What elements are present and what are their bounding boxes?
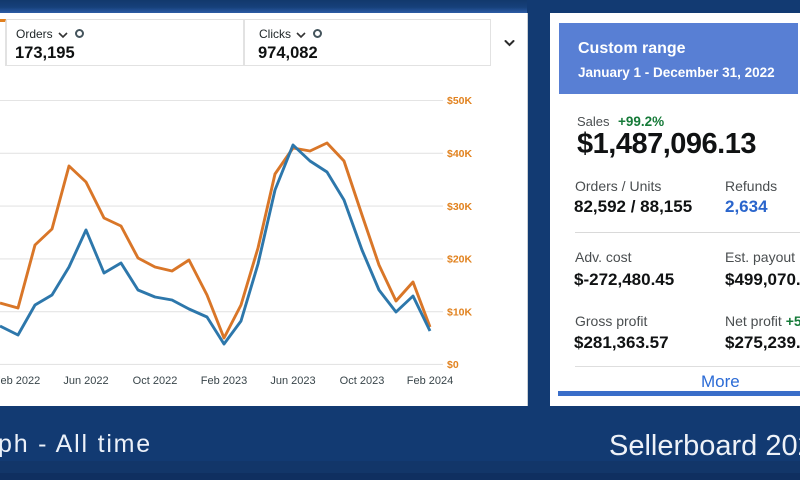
svg-text:Oct 2023: Oct 2023 xyxy=(340,375,385,387)
svg-text:Feb 2022: Feb 2022 xyxy=(0,375,40,387)
svg-text:$40K: $40K xyxy=(447,148,473,160)
svg-text:Jun 2022: Jun 2022 xyxy=(63,375,108,387)
svg-text:$30K: $30K xyxy=(447,201,473,213)
svg-text:Feb 2024: Feb 2024 xyxy=(407,375,453,387)
svg-text:Feb 2023: Feb 2023 xyxy=(201,375,247,387)
svg-text:Jun 2023: Jun 2023 xyxy=(270,375,315,387)
svg-text:$20K: $20K xyxy=(447,254,473,266)
svg-text:Oct 2022: Oct 2022 xyxy=(133,375,178,387)
svg-text:$10K: $10K xyxy=(447,306,473,318)
svg-text:$50K: $50K xyxy=(447,95,473,107)
svg-text:$0: $0 xyxy=(447,359,459,371)
